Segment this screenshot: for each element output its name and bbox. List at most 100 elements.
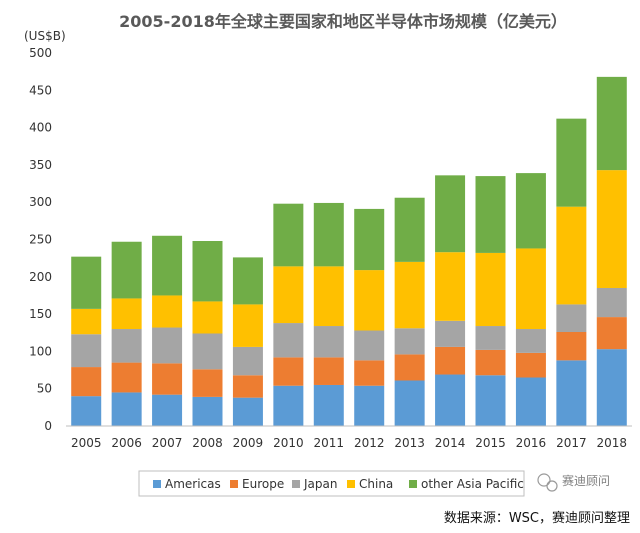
bar-segment-china-2010 — [273, 266, 304, 324]
bar-segment-europe-2010 — [273, 357, 304, 386]
bar-segment-other-asia-pacific-2007 — [152, 235, 183, 296]
bar-segment-europe-2006 — [111, 362, 142, 393]
legend-swatch — [347, 480, 355, 488]
bar-segment-china-2015 — [475, 252, 506, 327]
bar-segment-other-asia-pacific-2011 — [313, 202, 344, 267]
legend-swatch — [292, 480, 300, 488]
bar-segment-americas-2016 — [515, 377, 546, 426]
legend-label: Europe — [242, 477, 284, 491]
bar-segment-europe-2008 — [192, 369, 223, 397]
bar-segment-other-asia-pacific-2012 — [354, 208, 385, 271]
bar-segment-americas-2009 — [232, 397, 263, 426]
bar-segment-japan-2008 — [192, 333, 223, 370]
x-tick-label: 2015 — [475, 436, 506, 450]
source-note: 数据来源：WSC，赛迪顾问整理 — [444, 510, 630, 526]
x-tick-label: 2007 — [152, 436, 183, 450]
x-tick-label: 2008 — [192, 436, 223, 450]
y-tick-label: 400 — [29, 121, 52, 135]
bar-segment-china-2007 — [152, 295, 183, 328]
y-tick-label: 500 — [29, 46, 52, 60]
bar-segment-americas-2015 — [475, 375, 506, 426]
bar-segment-americas-2010 — [273, 385, 304, 426]
bar-segment-americas-2006 — [111, 392, 142, 426]
bar-segment-europe-2014 — [435, 346, 466, 375]
bar-segment-japan-2016 — [515, 329, 546, 353]
bar-segment-other-asia-pacific-2009 — [232, 257, 263, 305]
x-tick-label: 2011 — [314, 436, 345, 450]
y-tick-label: 350 — [29, 158, 52, 172]
bar-segment-other-asia-pacific-2005 — [71, 256, 102, 309]
bar-segment-europe-2005 — [71, 367, 102, 397]
legend-label: China — [359, 477, 393, 491]
y-tick-label: 100 — [29, 344, 52, 358]
y-tick-label: 300 — [29, 195, 52, 209]
legend: Americas Europe Japan China other Asia Pacif… — [153, 477, 524, 491]
bar-segment-other-asia-pacific-2018 — [596, 76, 627, 171]
bar-segment-europe-2016 — [515, 352, 546, 378]
bar-segment-china-2006 — [111, 298, 142, 330]
bar-segment-americas-2012 — [354, 385, 385, 426]
x-tick-label: 2014 — [435, 436, 466, 450]
bar-segment-other-asia-pacific-2014 — [435, 175, 466, 253]
bar-segment-japan-2015 — [475, 326, 506, 350]
legend-box — [138, 470, 525, 497]
legend-swatch — [230, 480, 238, 488]
x-tick-label: 2017 — [556, 436, 587, 450]
bars-group — [71, 76, 627, 426]
bar-segment-china-2014 — [435, 252, 466, 321]
x-tick-label: 2010 — [273, 436, 304, 450]
bar-segment-americas-2013 — [394, 380, 425, 426]
bar-segment-europe-2012 — [354, 360, 385, 386]
bar-segment-china-2009 — [232, 304, 263, 347]
bar-segment-japan-2014 — [435, 320, 466, 347]
watermark: 赛迪顾问 — [537, 473, 610, 492]
bar-segment-other-asia-pacific-2017 — [556, 118, 587, 207]
y-tick-label: 50 — [37, 382, 52, 396]
bar-segment-japan-2005 — [71, 334, 102, 368]
bar-segment-europe-2007 — [152, 363, 183, 395]
x-tick-label: 2016 — [516, 436, 547, 450]
bar-segment-other-asia-pacific-2013 — [394, 197, 425, 262]
bar-segment-japan-2007 — [152, 327, 183, 364]
bar-segment-other-asia-pacific-2010 — [273, 203, 304, 267]
bar-segment-europe-2017 — [556, 332, 587, 361]
watermark-text: 赛迪顾问 — [562, 473, 610, 488]
bar-segment-japan-2017 — [556, 304, 587, 333]
bar-segment-americas-2011 — [313, 384, 344, 426]
y-tick-label: 450 — [29, 83, 52, 97]
bar-segment-other-asia-pacific-2006 — [111, 241, 142, 299]
x-tick-label: 2009 — [233, 436, 264, 450]
x-tick-label: 2012 — [354, 436, 385, 450]
bar-segment-europe-2009 — [232, 375, 263, 398]
legend-label: other Asia Pacific — [421, 477, 524, 491]
bar-segment-japan-2011 — [313, 326, 344, 358]
bar-segment-americas-2008 — [192, 396, 223, 426]
bar-segment-china-2017 — [556, 206, 587, 305]
y-tick-label: 250 — [29, 233, 52, 247]
y-tick-label: 0 — [44, 419, 52, 433]
legend-label: Japan — [303, 477, 337, 491]
x-tick-label: 2018 — [597, 436, 628, 450]
bar-segment-americas-2017 — [556, 360, 587, 426]
bar-segment-japan-2006 — [111, 329, 142, 363]
bar-segment-other-asia-pacific-2008 — [192, 240, 223, 302]
y-axis-ticks: 0 50 100 150 200 250 300 350 400 450 500 — [29, 46, 52, 433]
y-tick-label: 200 — [29, 270, 52, 284]
bar-segment-china-2008 — [192, 301, 223, 334]
bar-segment-china-2012 — [354, 270, 385, 331]
chart-title: 2005-2018年全球主要国家和地区半导体市场规模（亿美元） — [119, 12, 567, 31]
bar-segment-other-asia-pacific-2016 — [515, 173, 546, 249]
bar-segment-japan-2009 — [232, 346, 263, 376]
bar-segment-americas-2018 — [596, 349, 627, 426]
x-axis-ticks: 2005 2006 2007 2008 2009 2010 2011 2012 2013 2014… — [71, 436, 627, 450]
bar-segment-japan-2013 — [394, 328, 425, 355]
bar-segment-americas-2014 — [435, 374, 466, 426]
bar-segment-europe-2015 — [475, 349, 506, 376]
bar-segment-china-2011 — [313, 266, 344, 327]
bar-segment-japan-2010 — [273, 323, 304, 358]
bar-segment-americas-2005 — [71, 396, 102, 426]
bar-segment-japan-2018 — [596, 287, 627, 318]
legend-swatch — [153, 480, 161, 488]
x-tick-label: 2005 — [71, 436, 102, 450]
